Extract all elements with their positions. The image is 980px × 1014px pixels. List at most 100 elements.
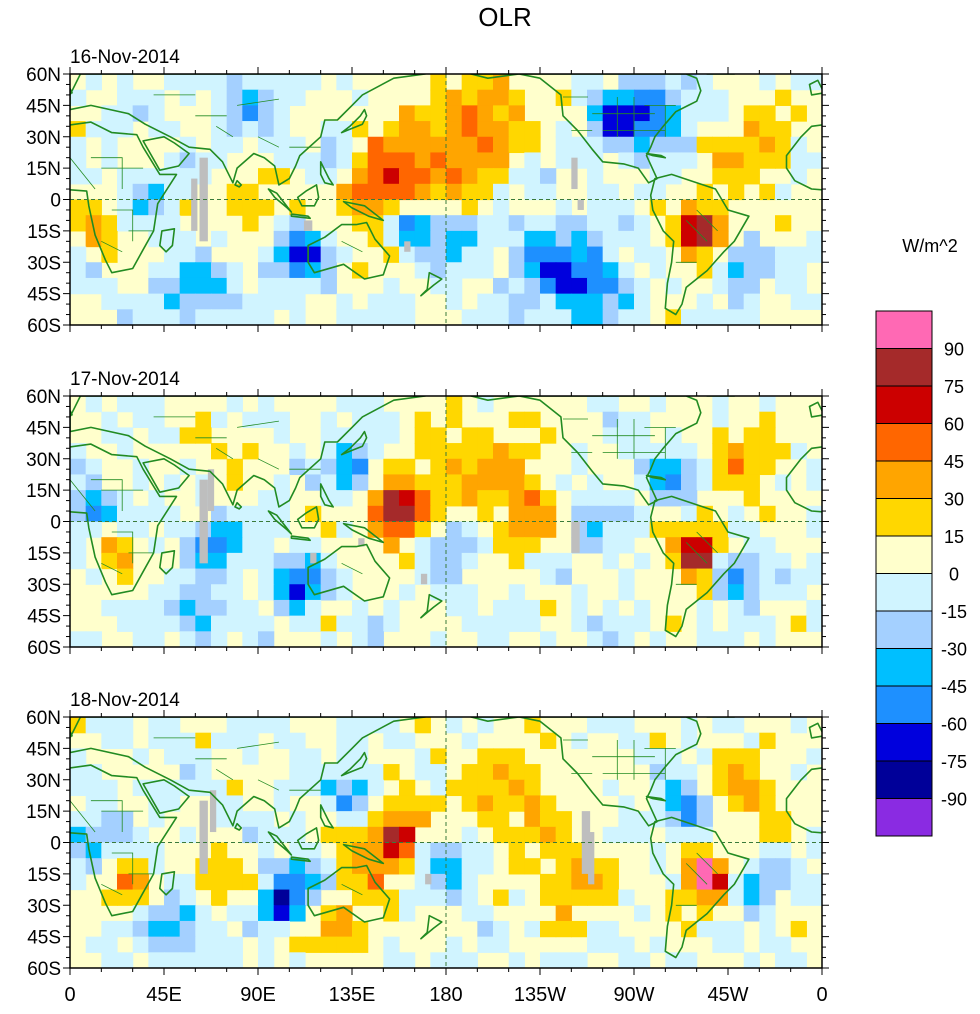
olr-cell xyxy=(211,74,228,91)
olr-cell xyxy=(743,795,760,812)
olr-cell xyxy=(414,183,431,201)
olr-cell xyxy=(414,858,431,875)
olr-cell xyxy=(508,952,525,968)
olr-cell xyxy=(618,795,635,812)
olr-cell xyxy=(806,505,822,523)
olr-cell xyxy=(320,905,337,922)
olr-cell xyxy=(571,74,588,91)
border-line xyxy=(101,883,123,896)
olr-cell xyxy=(618,936,635,953)
olr-cell xyxy=(336,136,353,154)
olr-cell xyxy=(712,427,729,444)
coast-outline xyxy=(319,483,335,508)
olr-cell xyxy=(211,936,228,953)
olr-cell xyxy=(524,230,541,248)
olr-cell xyxy=(634,458,651,476)
olr-cell xyxy=(618,277,635,295)
olr-cell xyxy=(336,152,353,169)
olr-cell xyxy=(508,858,525,875)
olr-cell xyxy=(226,537,243,554)
olr-cell xyxy=(681,443,698,460)
olr-cell xyxy=(430,474,447,491)
olr-cell xyxy=(493,779,510,797)
y-tick-label: 60S xyxy=(27,638,61,659)
olr-cell xyxy=(226,396,243,413)
olr-cell xyxy=(226,873,243,891)
olr-cell xyxy=(132,521,149,538)
olr-cell xyxy=(414,443,431,460)
border-line xyxy=(341,240,363,253)
olr-cell xyxy=(696,474,713,491)
olr-cell xyxy=(508,215,525,232)
missing-data-block xyxy=(420,573,428,585)
olr-cell xyxy=(242,183,259,201)
olr-cell xyxy=(493,89,510,106)
olr-cell xyxy=(712,396,729,413)
olr-cell xyxy=(352,615,369,632)
olr-cell xyxy=(132,474,149,491)
olr-cell xyxy=(211,121,228,138)
olr-cell xyxy=(414,537,431,554)
olr-cell xyxy=(618,443,635,460)
olr-cell xyxy=(665,121,682,138)
olr-cell xyxy=(399,732,416,749)
olr-cell xyxy=(305,748,322,765)
olr-cell xyxy=(712,277,729,295)
olr-cell xyxy=(117,293,134,310)
olr-cell xyxy=(367,779,384,797)
olr-cell xyxy=(399,779,416,797)
olr-cell xyxy=(164,168,181,185)
olr-cell xyxy=(226,936,243,953)
olr-cell xyxy=(336,795,353,812)
olr-cell xyxy=(712,215,729,232)
olr-cell xyxy=(524,309,541,325)
olr-cell xyxy=(164,230,181,248)
olr-cell xyxy=(211,615,228,632)
olr-cell xyxy=(117,889,134,906)
olr-cell xyxy=(743,168,760,185)
olr-cell xyxy=(101,842,118,859)
coast-outline xyxy=(296,506,320,529)
olr-cell xyxy=(383,277,400,295)
olr-cell xyxy=(665,552,682,570)
olr-cell xyxy=(414,121,431,138)
olr-cell xyxy=(649,858,666,875)
olr-cell xyxy=(634,521,651,538)
olr-cell xyxy=(806,152,822,169)
olr-cell xyxy=(681,811,698,828)
olr-cell xyxy=(681,552,698,570)
coast-outline xyxy=(70,74,426,186)
legend-level-label: 0 xyxy=(949,565,959,585)
olr-cell xyxy=(649,936,666,953)
olr-cell xyxy=(336,246,353,263)
border-line xyxy=(237,420,279,428)
olr-cell xyxy=(602,199,619,216)
olr-cell xyxy=(493,795,510,812)
olr-cell xyxy=(305,230,322,248)
olr-cell xyxy=(117,568,134,585)
olr-cell xyxy=(728,293,745,310)
olr-cell xyxy=(493,199,510,216)
olr-cell xyxy=(775,842,792,859)
olr-cell xyxy=(681,505,698,523)
olr-cell xyxy=(712,309,729,325)
olr-cell xyxy=(743,458,760,476)
olr-cell xyxy=(273,246,290,263)
border-line xyxy=(341,562,363,575)
olr-cell xyxy=(665,764,682,781)
olr-cell xyxy=(132,842,149,859)
olr-cell xyxy=(242,537,259,554)
olr-cell xyxy=(352,443,369,460)
coast-outline xyxy=(342,200,385,222)
olr-cell xyxy=(493,183,510,201)
olr-cell xyxy=(477,293,494,310)
missing-data-block xyxy=(358,538,365,547)
olr-cell xyxy=(258,262,275,279)
olr-cell xyxy=(101,293,118,310)
olr-cell xyxy=(524,779,541,797)
olr-cell xyxy=(226,474,243,491)
olr-cell xyxy=(211,842,228,859)
olr-cell xyxy=(759,920,776,938)
olr-cell xyxy=(696,889,713,906)
olr-cell xyxy=(117,505,134,523)
